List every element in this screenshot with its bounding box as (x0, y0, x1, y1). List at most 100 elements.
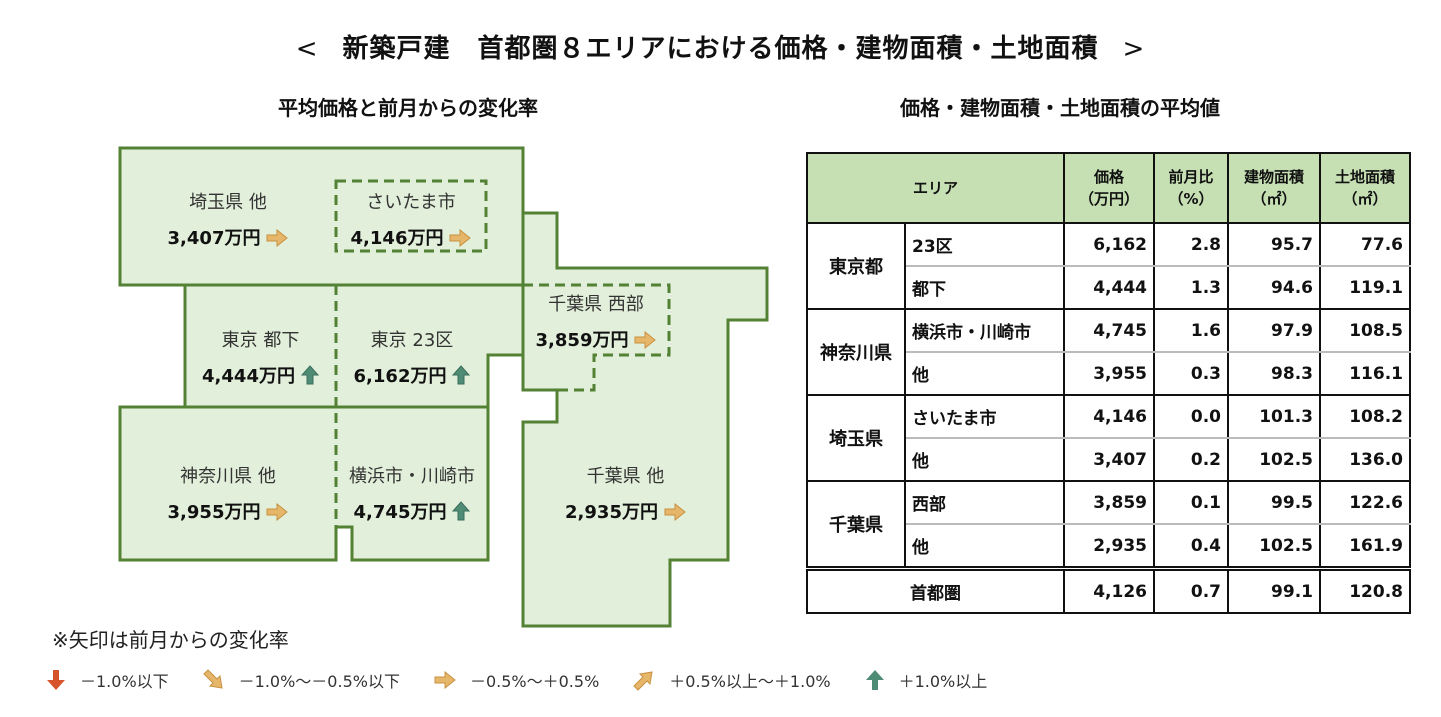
region-saitama-city (334, 179, 488, 253)
bldg-cell: 95.7 (1227, 222, 1321, 267)
land-cell: 120.8 (1319, 566, 1411, 614)
area-label-chiba-other: 千葉県 他 2,935万円 (523, 462, 728, 524)
arrow-up-icon (452, 501, 471, 521)
table-row: 他 3,955 0.3 98.3 116.1 (807, 351, 1411, 396)
bracket-left: < (295, 34, 319, 64)
area-label-chiba-west: 千葉県 西部 3,859万円 (523, 290, 669, 352)
region-chiba-west (523, 283, 671, 392)
area-label-kanagawa-other: 神奈川県 他 3,955万円 (120, 462, 336, 524)
region-chiba (521, 211, 769, 628)
col-header-area: エリア (806, 152, 1065, 224)
arrow-right-icon (266, 503, 289, 521)
col-header-mom: 前月比 （%） (1153, 152, 1229, 224)
arrow-down-icon (47, 670, 65, 690)
area-price: 4,444万円 (185, 362, 336, 388)
sub-area-cell: 23区 (904, 222, 1065, 267)
bldg-cell: 102.5 (1227, 437, 1321, 482)
sub-area-cell: 他 (904, 351, 1065, 396)
mom-cell: 0.0 (1153, 394, 1229, 439)
sub-area-cell: 都下 (904, 265, 1065, 310)
legend-item: －1.0%以下 (46, 668, 169, 692)
pref-cell: 埼玉県 (806, 394, 906, 482)
sub-area-cell: 他 (904, 437, 1065, 482)
price-cell: 3,955 (1063, 351, 1155, 396)
table-row: 千葉県 西部 3,859 0.1 99.5 122.6 (806, 480, 1411, 570)
bldg-cell: 98.3 (1227, 351, 1321, 396)
pref-cell: 東京都 (806, 222, 906, 310)
area-name: 埼玉県 他 (189, 192, 267, 213)
legend-label: －1.0%～－0.5%以下 (238, 672, 400, 691)
price-cell: 3,859 (1063, 480, 1155, 525)
area-label-tokyo-23ku: 東京 23区 6,162万円 (336, 326, 488, 388)
legend-label: －1.0%以下 (80, 672, 169, 691)
area-label-tokyo-tokka: 東京 都下 4,444万円 (185, 326, 336, 388)
mom-cell: 0.7 (1153, 566, 1229, 614)
area-name: 神奈川県 他 (180, 466, 276, 487)
area-price: 4,146万円 (336, 224, 486, 250)
bldg-cell: 97.9 (1227, 308, 1321, 353)
area-name: さいたま市 (366, 192, 456, 213)
title-text: 新築戸建 首都圏８エリアにおける価格・建物面積・土地面積 (342, 34, 1099, 64)
legend-item: －0.5%～＋0.5% (434, 668, 599, 692)
arrow-up-icon (300, 365, 319, 385)
sub-area-cell: 他 (904, 523, 1065, 570)
arrow-note: ※矢印は前月からの変化率 (52, 628, 289, 652)
mom-cell: 0.2 (1153, 437, 1229, 482)
price-cell: 4,444 (1063, 265, 1155, 310)
table-row: 都下 4,444 1.3 94.6 119.1 (807, 265, 1411, 310)
sub-area-cell: 西部 (904, 480, 1065, 525)
arrow-right-icon (434, 671, 456, 689)
table-header-row: エリア 価格 （万円） 前月比 （%） 建物面積 （㎡） 土地面積 （㎡） (806, 152, 1411, 224)
area-label-saitama-other: 埼玉県 他 3,407万円 (120, 188, 336, 250)
land-cell: 108.2 (1319, 394, 1411, 439)
arrow-right-icon (634, 331, 657, 349)
area-name: 千葉県 西部 (548, 294, 644, 315)
area-name: 千葉県 他 (586, 466, 665, 487)
arrow-down-right-icon (202, 669, 223, 689)
mom-cell: 0.3 (1153, 351, 1229, 396)
land-cell: 116.1 (1319, 351, 1411, 396)
arrow-right-icon (664, 503, 686, 521)
area-label-saitama-city: さいたま市 4,146万円 (336, 188, 486, 250)
land-cell: 108.5 (1319, 308, 1411, 353)
land-cell: 77.6 (1319, 222, 1411, 267)
price-cell: 3,407 (1063, 437, 1155, 482)
legend: －1.0%以下 －1.0%～－0.5%以下 －0.5%～＋0.5% ＋0.5%以… (46, 668, 1021, 692)
col-header-building-area: 建物面積 （㎡） (1227, 152, 1321, 224)
table-row: 東京都 23区 6,162 2.8 95.7 77.6 (806, 222, 1411, 310)
col-header-land-area: 土地面積 （㎡） (1319, 152, 1411, 224)
page-title: < 新築戸建 首都圏８エリアにおける価格・建物面積・土地面積 > (0, 28, 1441, 65)
price-cell: 4,146 (1063, 394, 1155, 439)
col-header-price: 価格 （万円） (1063, 152, 1155, 224)
land-cell: 136.0 (1319, 437, 1411, 482)
legend-label: ＋0.5%以上～＋1.0% (669, 672, 831, 691)
area-name: 東京 都下 (221, 330, 300, 351)
pref-cell: 千葉県 (806, 480, 906, 570)
price-cell: 6,162 (1063, 222, 1155, 267)
legend-label: －0.5%～＋0.5% (469, 672, 600, 691)
legend-item: ＋1.0%以上 (865, 668, 987, 692)
area-price: 2,935万円 (523, 498, 728, 524)
area-price: 3,859万円 (523, 326, 669, 352)
bracket-right: > (1122, 34, 1146, 64)
table-row: 埼玉県 さいたま市 4,146 0.0 101.3 108.2 (806, 394, 1411, 482)
area-price: 3,407万円 (120, 224, 336, 250)
bldg-cell: 99.5 (1227, 480, 1321, 525)
land-cell: 161.9 (1319, 523, 1411, 570)
area-name: 東京 23区 (370, 330, 454, 351)
land-cell: 119.1 (1319, 265, 1411, 310)
area-label-yokohama-kawasaki: 横浜市・川崎市 4,745万円 (336, 462, 488, 524)
mom-cell: 1.3 (1153, 265, 1229, 310)
table-row: 他 3,407 0.2 102.5 136.0 (807, 437, 1411, 482)
area-price: 6,162万円 (336, 362, 488, 388)
bldg-cell: 101.3 (1227, 394, 1321, 439)
area-price: 4,745万円 (336, 498, 488, 524)
mom-cell: 2.8 (1153, 222, 1229, 267)
bldg-cell: 102.5 (1227, 523, 1321, 570)
area-name: 横浜市・川崎市 (349, 466, 475, 487)
bldg-cell: 99.1 (1227, 566, 1321, 614)
arrow-right-icon (266, 229, 289, 247)
price-cell: 4,745 (1063, 308, 1155, 353)
pref-cell: 神奈川県 (806, 308, 906, 396)
table-total-row: 首都圏 4,126 0.7 99.1 120.8 (806, 566, 1411, 614)
